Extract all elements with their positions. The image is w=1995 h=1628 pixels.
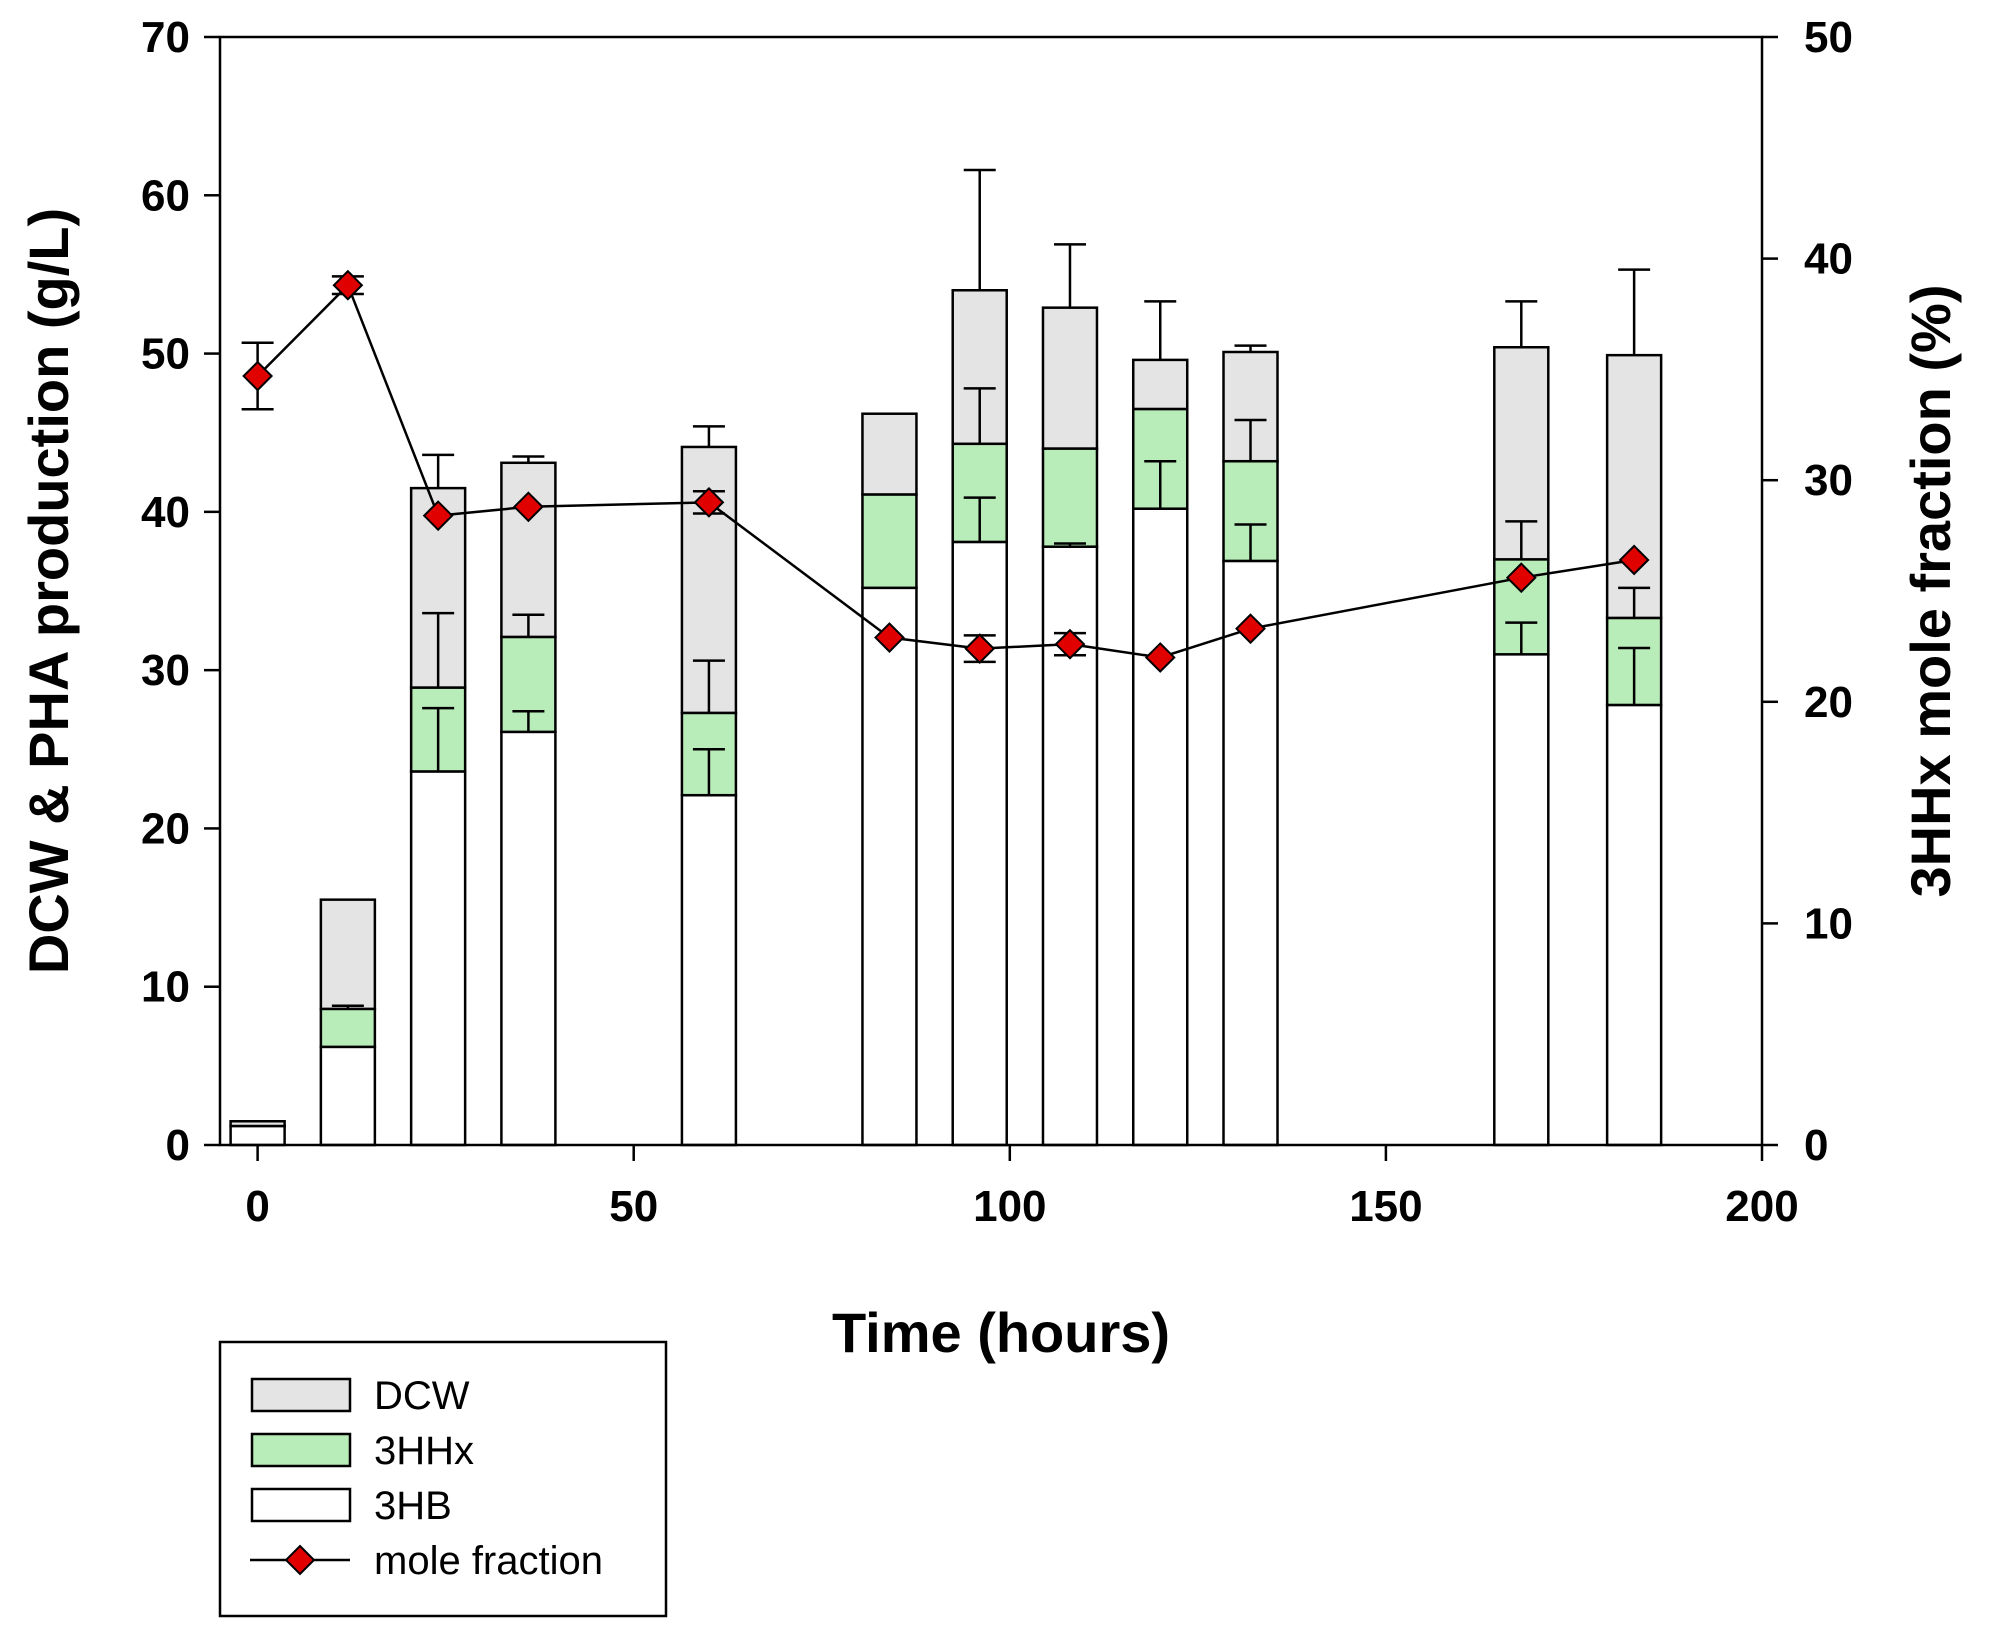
bar-dcw [1041, 306, 1099, 450]
mole-fraction-marker [332, 269, 364, 301]
bar-dcw [861, 412, 918, 496]
y2-tick-label: 10 [1804, 899, 1853, 948]
bar-3hhx [319, 1007, 377, 1049]
mole-fraction-marker [874, 622, 905, 653]
bar-dcw [1605, 353, 1663, 620]
mole-fraction-marker [693, 486, 725, 518]
legend-swatch-dcw [250, 1377, 352, 1413]
y-tick-label: 20 [141, 804, 190, 853]
mole-fraction-marker [242, 360, 274, 392]
mole-fraction-marker [1235, 613, 1266, 645]
axes: 0 10 20 30 40 50 60 70 0 10 20 30 40 50 0 50 100 150 200 Ti… [17, 13, 1962, 1364]
mole-fraction-marker [1054, 628, 1086, 660]
bar-3hb [409, 770, 467, 1147]
x-tick-label: 150 [1349, 1182, 1422, 1231]
mole-fraction-marker [1618, 544, 1650, 576]
bar-3hb [861, 586, 918, 1147]
y2-tick-label: 40 [1804, 235, 1853, 284]
legend-label: mole fraction [374, 1539, 603, 1583]
legend: DCW 3HHx 3HB mole fraction [218, 1340, 668, 1618]
y-tick-label: 0 [166, 1121, 190, 1170]
legend-label: 3HHx [374, 1429, 474, 1473]
mole-fraction-marker [422, 500, 454, 532]
y-tick-label: 30 [141, 646, 190, 695]
bar-3hb [680, 793, 738, 1147]
mole-fraction-marker [512, 491, 544, 523]
legend-label: DCW [374, 1374, 470, 1418]
y2-tick-label: 0 [1804, 1121, 1828, 1170]
bar-3hb [319, 1045, 377, 1147]
legend-swatch-3hhx [250, 1432, 352, 1468]
bar-3hb [1131, 507, 1189, 1147]
bar-3hb [1493, 653, 1550, 1147]
bar-3hb [500, 730, 557, 1147]
plot-frame [218, 35, 1764, 1147]
y-tick-label: 40 [141, 488, 190, 537]
y-tick-label: 50 [141, 330, 190, 379]
y2-tick-label: 30 [1804, 456, 1853, 505]
mole-fraction-marker [1144, 642, 1176, 673]
bar-dcw [319, 898, 377, 1011]
mole-fraction-marker [964, 633, 996, 665]
y2-tick-label: 50 [1804, 13, 1853, 62]
x-axis-title: Time (hours) [832, 1301, 1170, 1364]
bar-3hb [229, 1124, 286, 1147]
y-tick-label: 70 [141, 13, 190, 62]
x-tick-label: 50 [609, 1182, 658, 1231]
y2-axis-title: 3HHx mole fraction (%) [1899, 285, 1962, 898]
bar-3hhx [861, 493, 918, 590]
x-tick-label: 200 [1725, 1182, 1798, 1231]
bar-3hb [951, 540, 1008, 1147]
plot-area [229, 168, 1663, 1147]
mole-fraction-marker [1505, 562, 1537, 594]
bar-3hb [1605, 703, 1663, 1147]
bar-dcw [229, 1120, 286, 1128]
bar-3hb [1222, 559, 1279, 1147]
x-tick-label: 0 [245, 1182, 269, 1231]
mole-fraction-line [256, 282, 1635, 659]
y-tick-label: 10 [141, 963, 190, 1012]
legend-marker-swatch [284, 1544, 316, 1576]
legend-label: 3HB [374, 1484, 452, 1528]
y2-tick-label: 20 [1804, 678, 1853, 727]
legend-swatch-3hb [250, 1487, 352, 1523]
y-axis-title: DCW & PHA production (g/L) [17, 208, 80, 974]
x-tick-label: 100 [973, 1182, 1046, 1231]
bar-dcw [1131, 358, 1189, 411]
bar-dcw [500, 461, 557, 639]
bar-3hhx [1041, 447, 1099, 548]
y-tick-label: 60 [141, 171, 190, 220]
